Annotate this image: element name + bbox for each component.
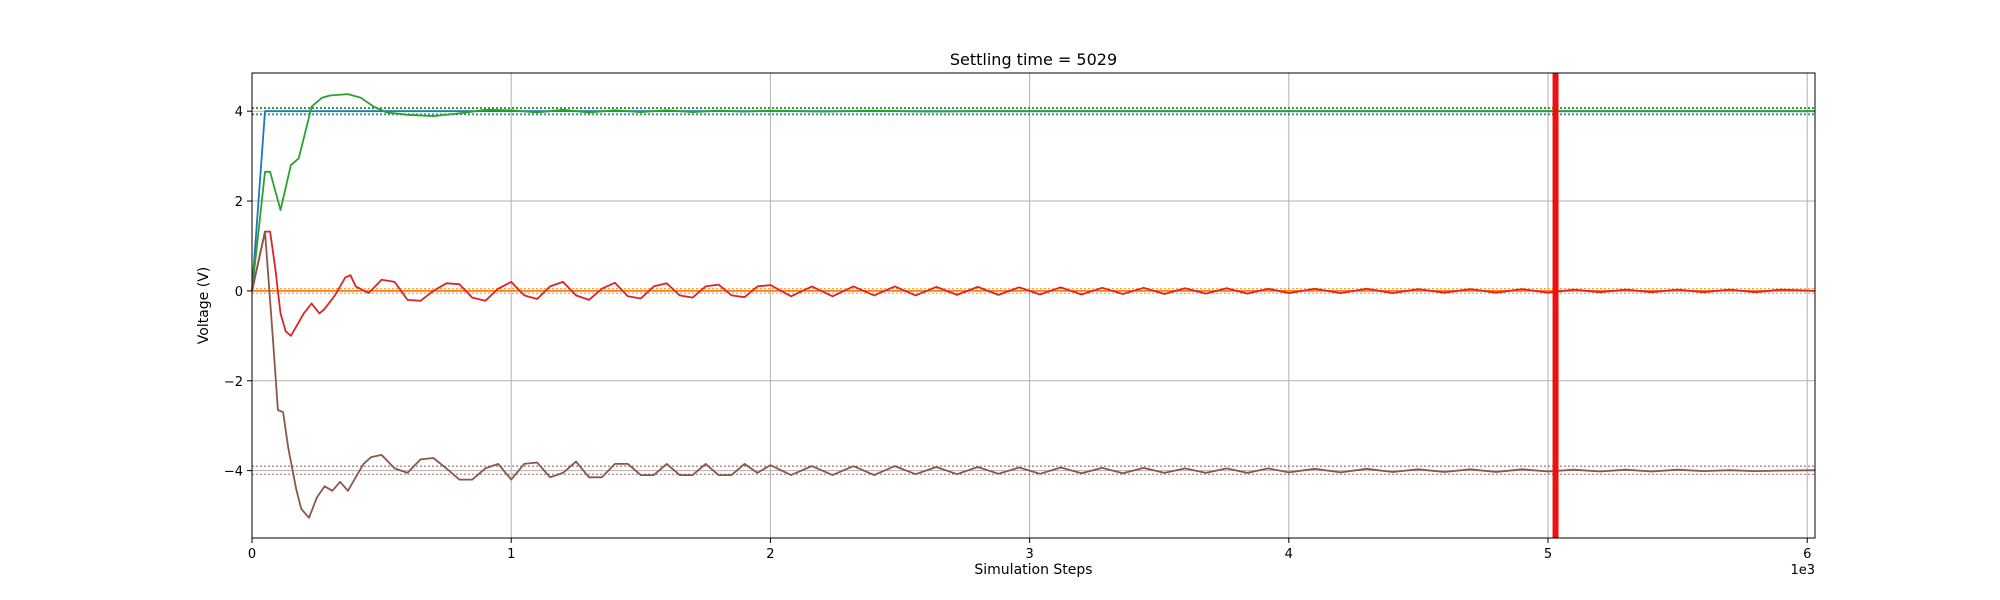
y-tick-label: 4	[235, 105, 243, 120]
x-tick-label: 4	[1285, 547, 1293, 562]
series-line	[251, 93, 1815, 291]
y-tick-label: 0	[235, 285, 243, 300]
x-tick-label: 2	[766, 547, 774, 562]
y-tick-label: −4	[224, 465, 243, 480]
chart-title: Settling time = 5029	[950, 50, 1117, 69]
x-axis-title: Simulation Steps	[974, 562, 1092, 578]
series-lines	[251, 93, 1816, 519]
y-tick-label: 2	[235, 195, 243, 210]
x-tick-label: 5	[1544, 547, 1552, 562]
plot-frame	[251, 72, 1816, 539]
series-line	[251, 230, 1816, 519]
y-tick-label: −2	[224, 375, 243, 390]
x-axis-offset-label: 1e3	[1790, 563, 1815, 578]
reference-bands	[252, 107, 1815, 475]
series-line	[251, 230, 1816, 337]
axis-ticks: 0 1 2 3 4 5 6 −4 −2 0 2 4	[224, 105, 1812, 562]
x-tick-label: 6	[1803, 547, 1811, 562]
y-axis-title: Voltage (V)	[196, 267, 212, 344]
x-tick-label: 1	[507, 547, 515, 562]
x-tick-label: 3	[1025, 547, 1033, 562]
x-tick-label: 0	[248, 547, 256, 562]
